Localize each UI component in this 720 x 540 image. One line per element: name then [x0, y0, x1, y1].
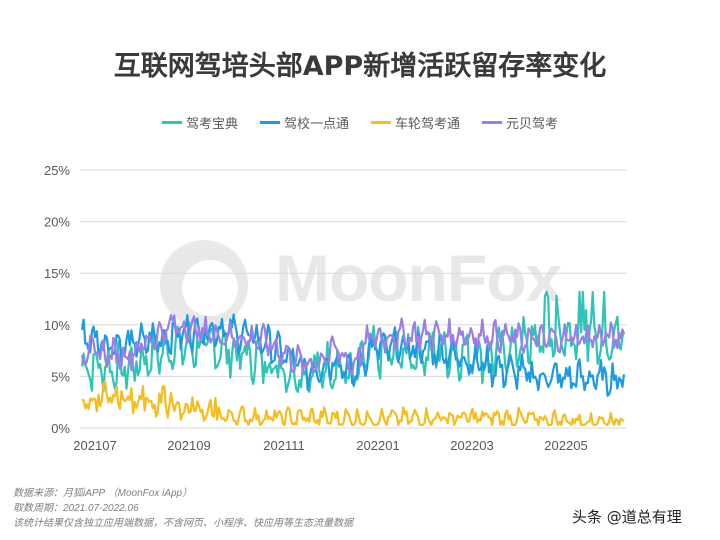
chart-title: 互联网驾培头部APP新增活跃留存率变化	[113, 51, 607, 82]
footnote: 数据来源：月狐iAPP （MoonFox iApp） 取数周期：2021.07-…	[13, 486, 353, 531]
legend-item-cljkt[interactable]: 车轮驾考通	[371, 113, 460, 132]
x-tick-label: 202111	[263, 438, 304, 453]
y-tick-label: 20%	[44, 215, 70, 230]
footnote-source: 数据来源：月狐iAPP （MoonFox iApp）	[13, 488, 193, 499]
series-line	[80, 313, 626, 397]
watermark-text: MoonFox	[275, 241, 562, 315]
legend-item-jxydt[interactable]: 驾校一点通	[259, 113, 349, 132]
series-lines	[80, 290, 626, 426]
legend-label: 元贝驾考	[506, 117, 559, 132]
legend-swatch-icon	[371, 121, 391, 124]
x-tick-label: 202201	[356, 438, 399, 453]
legend: 驾考宝典 驾校一点通 车轮驾考通 元贝驾考	[0, 113, 720, 132]
x-tick-label: 202107	[73, 438, 116, 453]
y-axis: 0% 5% 10% 15% 20% 25%	[44, 163, 70, 436]
legend-label: 驾考宝典	[185, 117, 238, 132]
footnote-note: 该统计结果仅含独立应用端数据，不含网页、小程序、快应用等生态流量数据	[13, 518, 353, 529]
x-tick-label: 202205	[544, 438, 587, 453]
legend-item-jkbd[interactable]: 驾考宝典	[161, 113, 238, 132]
legend-item-ybjk[interactable]: 元贝驾考	[482, 113, 558, 132]
series-line	[80, 313, 626, 376]
legend-swatch-icon	[259, 121, 280, 124]
series-line	[80, 290, 626, 393]
legend-label: 驾校一点通	[283, 117, 349, 132]
series-line	[81, 380, 625, 426]
legend-swatch-icon	[161, 121, 182, 124]
legend-swatch-icon	[482, 121, 503, 124]
legend-label: 车轮驾考通	[395, 117, 461, 132]
x-axis: 202107 202109 202111 202201 202203 202205	[73, 438, 587, 453]
y-tick-label: 10%	[44, 318, 70, 333]
moonfox-logo-icon	[160, 240, 248, 328]
y-tick-label: 15%	[44, 266, 70, 281]
x-tick-label: 202203	[450, 438, 493, 453]
moonfox-watermark: MoonFox	[160, 238, 580, 328]
y-tick-label: 25%	[44, 163, 70, 178]
x-tick-label: 202109	[167, 438, 210, 453]
footnote-period: 取数周期：2021.07-2022.06	[13, 503, 139, 514]
author-signature: 头条 @道总有理	[572, 508, 682, 526]
y-tick-label: 5%	[51, 369, 70, 384]
y-tick-label: 0%	[51, 421, 70, 436]
